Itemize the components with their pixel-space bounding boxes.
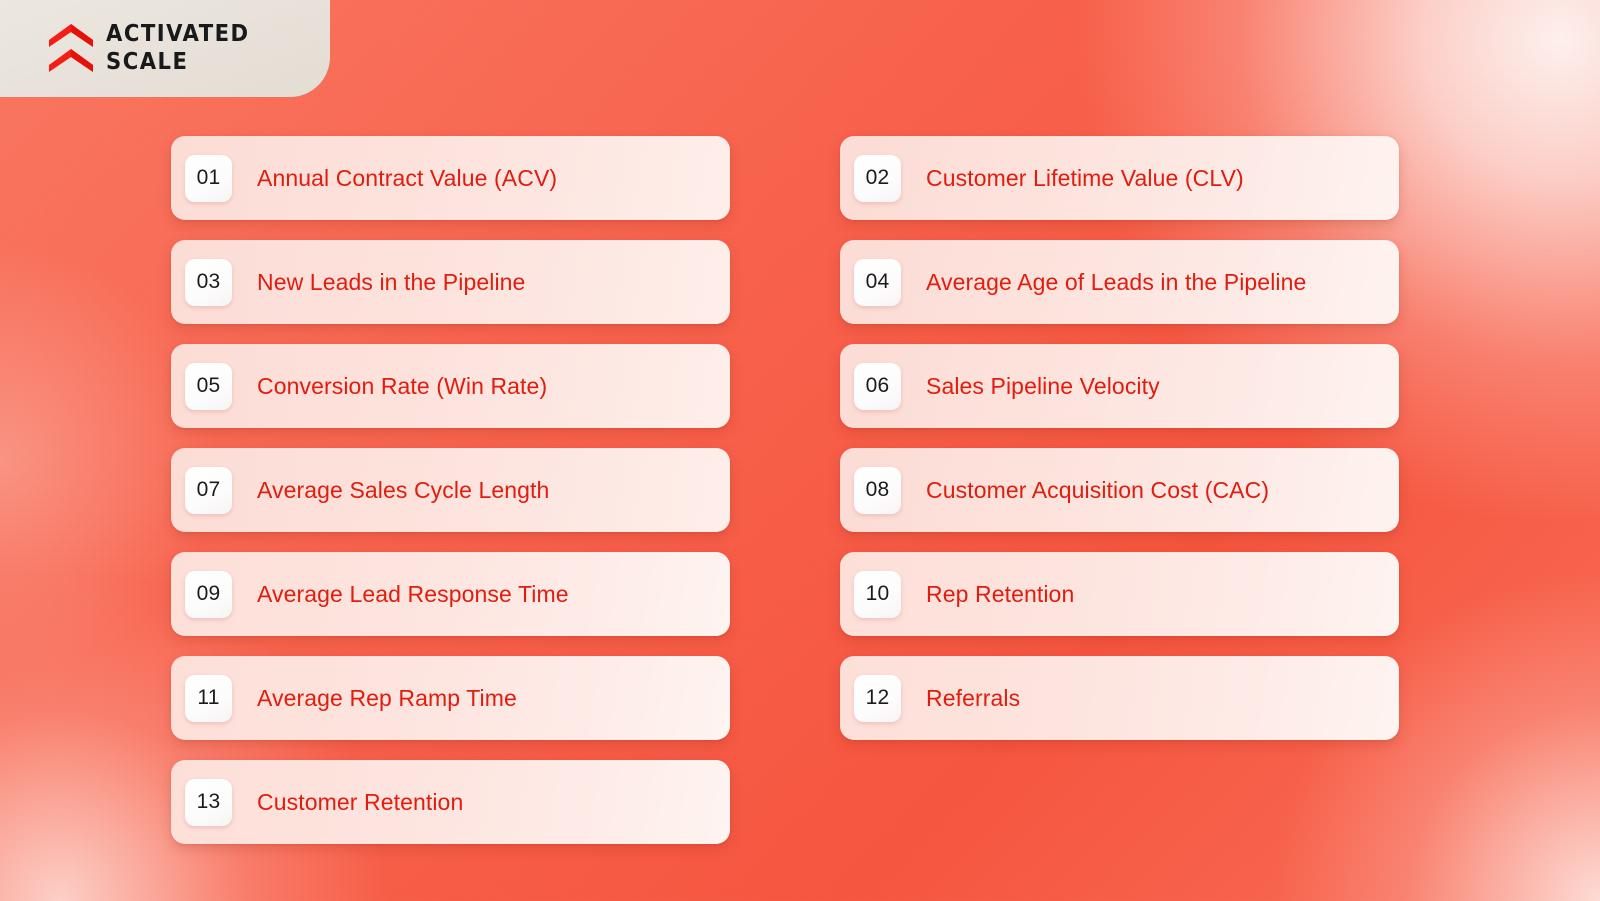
kpi-card-10[interactable]: 10 Rep Retention (840, 552, 1399, 636)
card-label: Average Lead Response Time (257, 580, 569, 607)
kpi-card-07[interactable]: 07 Average Sales Cycle Length (171, 448, 730, 532)
kpi-card-02[interactable]: 02 Customer Lifetime Value (CLV) (840, 136, 1399, 220)
card-number-badge: 08 (854, 466, 901, 514)
card-label: Conversion Rate (Win Rate) (257, 372, 548, 399)
kpi-card-09[interactable]: 09 Average Lead Response Time (171, 552, 730, 636)
card-label: Customer Lifetime Value (CLV) (926, 164, 1244, 191)
brand-wordmark: ACTIVATED SCALE (106, 23, 262, 74)
card-number-badge: 04 (854, 258, 901, 306)
double-chevron-up-icon (49, 23, 93, 72)
card-label: Average Sales Cycle Length (257, 476, 550, 503)
card-number-badge: 09 (185, 570, 232, 618)
card-number-badge: 10 (854, 570, 901, 618)
card-label: Annual Contract Value (ACV) (257, 164, 558, 191)
card-label: Customer Retention (257, 788, 464, 815)
kpi-card-grid: 01 Annual Contract Value (ACV) 02 Custom… (171, 136, 1399, 846)
kpi-card-06[interactable]: 06 Sales Pipeline Velocity (840, 344, 1399, 428)
kpi-card-05[interactable]: 05 Conversion Rate (Win Rate) (171, 344, 730, 428)
card-number-badge: 07 (185, 466, 232, 514)
card-label: Average Rep Ramp Time (257, 684, 517, 711)
card-number-badge: 12 (854, 674, 901, 722)
card-label: Referrals (926, 684, 1021, 711)
brand-logo-plate: ACTIVATED SCALE (0, 0, 330, 97)
kpi-card-13[interactable]: 13 Customer Retention (171, 760, 730, 844)
brand-name-line-2: SCALE (106, 49, 189, 75)
card-number-badge: 05 (185, 362, 232, 410)
card-label: Rep Retention (926, 580, 1075, 607)
kpi-card-12[interactable]: 12 Referrals (840, 656, 1399, 740)
brand-name-line-1: ACTIVATED (106, 21, 250, 47)
card-number-badge: 02 (854, 154, 901, 202)
card-label: Sales Pipeline Velocity (926, 372, 1160, 399)
kpi-card-03[interactable]: 03 New Leads in the Pipeline (171, 240, 730, 324)
card-number-badge: 03 (185, 258, 232, 306)
kpi-card-04[interactable]: 04 Average Age of Leads in the Pipeline (840, 240, 1399, 324)
kpi-card-08[interactable]: 08 Customer Acquisition Cost (CAC) (840, 448, 1399, 532)
card-number-badge: 01 (185, 154, 232, 202)
card-number-badge: 11 (185, 674, 232, 722)
kpi-card-01[interactable]: 01 Annual Contract Value (ACV) (171, 136, 730, 220)
card-number-badge: 06 (854, 362, 901, 410)
kpi-card-11[interactable]: 11 Average Rep Ramp Time (171, 656, 730, 740)
card-number-badge: 13 (185, 778, 232, 826)
card-label: Average Age of Leads in the Pipeline (926, 268, 1307, 295)
card-label: New Leads in the Pipeline (257, 268, 526, 295)
card-label: Customer Acquisition Cost (CAC) (926, 476, 1270, 503)
